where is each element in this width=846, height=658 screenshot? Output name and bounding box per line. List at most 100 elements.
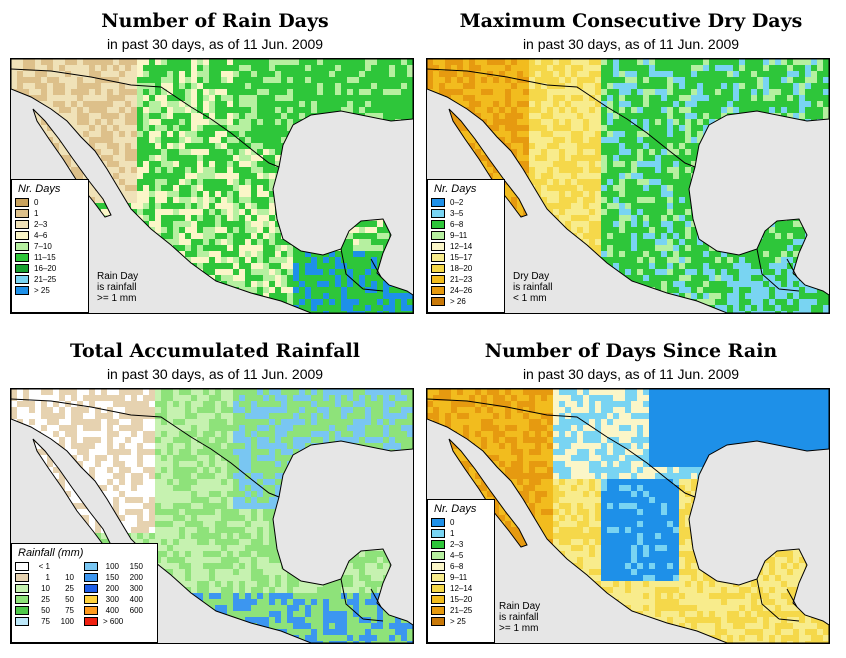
us-mexico-border [427,398,696,498]
legend-range-low: < 1 [38,562,50,571]
legend-label: 21–25 [34,275,57,284]
coastline [427,59,829,313]
panel-subtitle: in past 30 days, as of 11 Jun. 2009 [522,36,740,52]
legend-label: 12–14 [450,242,473,251]
legend-swatch [15,198,29,207]
legend-item: 1 10 [12,572,81,583]
legend-item: 6–8 [428,561,494,572]
legend-item: > 25 [12,285,88,296]
note-line: Rain Day [499,601,541,612]
legend-item: 2–3 [12,219,88,230]
legend-label: 6–8 [450,562,464,571]
legend-swatch [431,518,445,527]
panel-subtitle: in past 30 days, as of 11 Jun. 2009 [522,366,740,382]
panel-title: Total Accumulated Rainfall [70,340,360,362]
note-line: Dry Day [513,271,550,282]
legend-swatch [84,584,98,593]
us-mexico-border [11,398,280,498]
legend-range-low: 10 [41,584,50,593]
legend-label: 7–10 [34,242,52,251]
legend-range-low: 150 [105,573,119,582]
legend-item: 9–11 [428,230,504,241]
legend-title: Nr. Days [434,183,477,195]
legend-item: 300 400 [81,594,150,605]
legend-label: > 25 [34,286,50,295]
legend-item: 4–6 [12,230,88,241]
legend-swatch [15,617,29,626]
legend-swatch [15,275,29,284]
legend-range-low: 400 [105,606,119,615]
legend-range-low: 1 [45,573,50,582]
legend-swatch [15,242,29,251]
legend-item: 15–17 [428,252,504,263]
legend-swatch [431,595,445,604]
legend-swatch [431,606,445,615]
panel-subtitle: in past 30 days, as of 11 Jun. 2009 [106,36,324,52]
legend-item: 400 600 [81,605,150,616]
legend-swatch [15,253,29,262]
legend-swatch [431,198,445,207]
legend-label: 2–3 [34,220,48,229]
note-line: is rainfall [499,612,539,623]
legend-range-low: 100 [105,562,119,571]
note-line: Rain Day [97,271,139,282]
panel-accum-rain: Total Accumulated Rainfall in past 30 da… [10,330,420,650]
legend-swatch [15,562,29,571]
legend-item: 10 25 [12,583,81,594]
legend-label: > 25 [450,617,466,626]
note-line: >= 1 mm [97,293,137,304]
legend-swatch [84,617,98,626]
map-rain-days: Nr. Days 0 1 2–3 4–6 7–10 11–15 16–20 21–25 > 25… [10,58,414,314]
legend-swatch [431,275,445,284]
legend-title: Nr. Days [18,183,61,195]
legend: Nr. Days 0–2 3–5 6–8 9–11 12–14 15–17 18–20 21–… [427,179,505,313]
map-accum-rain: Rainfall (mm) < 1 1 10 10 25 25 50 50 75 75 100 10… [10,388,414,644]
legend-range-high: 300 [129,584,143,593]
legend-note: Dry Day is rainfall < 1 mm [513,271,552,304]
legend-label: 4–6 [34,231,48,240]
legend-swatch [84,606,98,615]
legend-label: 3–5 [450,209,464,218]
legend-item: 21–25 [12,274,88,285]
legend-item: 21–25 [428,605,494,616]
legend-swatch [431,562,445,571]
legend-label: 1 [450,529,455,538]
legend-swatch [431,286,445,295]
legend-label: 2–3 [450,540,464,549]
legend-swatch [15,209,29,218]
legend-label: > 26 [450,297,466,306]
legend-item: 9–11 [428,572,494,583]
legend-swatch [431,573,445,582]
legend-range-low: 75 [41,617,50,626]
us-mexico-border [427,68,696,168]
legend-range-high: 100 [60,617,74,626]
legend-range-low: 25 [41,595,50,604]
legend-swatch [431,253,445,262]
legend-swatch [431,209,445,218]
legend-range-low: 200 [105,584,119,593]
legend-item: 150 200 [81,572,150,583]
legend-label: 0 [34,198,39,207]
legend-item: 0 [428,517,494,528]
legend-range-high: 400 [129,595,143,604]
legend-label: 4–5 [450,551,464,560]
legend-swatch [431,551,445,560]
panel-title: Number of Rain Days [101,10,329,32]
legend-range-low: 300 [105,595,119,604]
legend-item: > 600 [81,616,150,627]
legend-item: 50 75 [12,605,81,616]
legend-label: 0 [450,518,455,527]
legend-note: Rain Day is rainfall >= 1 mm [499,601,540,634]
legend-item: 1 [428,528,494,539]
legend-item: > 25 [428,616,494,627]
legend-item: 18–20 [428,263,504,274]
legend-item: 0 [12,197,88,208]
legend-item: 24–26 [428,285,504,296]
legend-item: 200 300 [81,583,150,594]
legend-swatch [431,264,445,273]
panel-dry-days: Maximum Consecutive Dry Days in past 30 … [426,0,836,320]
legend-item: 11–15 [12,252,88,263]
legend-range-high: 10 [65,573,74,582]
legend-range-high: 150 [129,562,143,571]
legend-range-low: > 600 [103,617,124,626]
